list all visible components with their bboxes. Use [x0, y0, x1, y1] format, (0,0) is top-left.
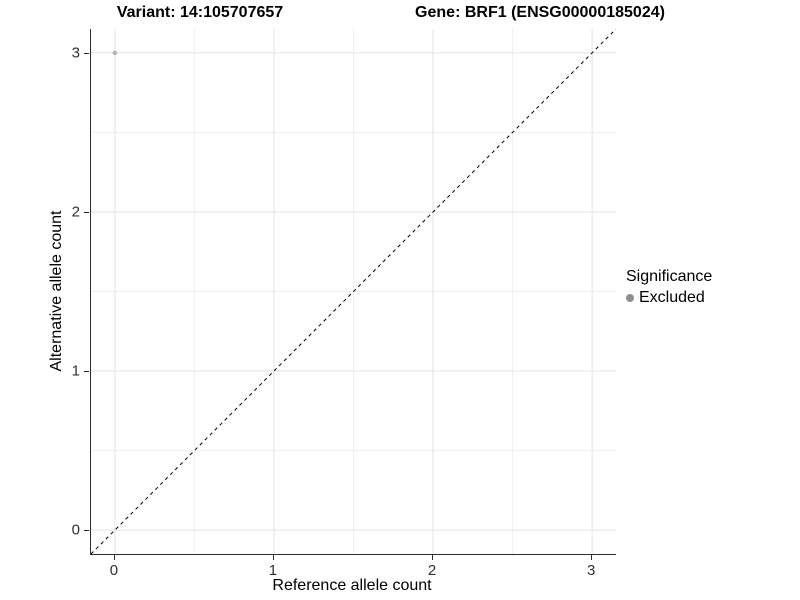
- legend-title: Significance: [626, 268, 713, 285]
- plot-title-variant: Variant: 14:105707657: [116, 4, 284, 21]
- legend-item-label: Excluded: [639, 289, 705, 306]
- y-axis-label: Alternative allele count: [48, 210, 65, 372]
- data-point: [112, 50, 118, 56]
- x-tick-label: 0: [109, 562, 119, 579]
- x-tick-label: 1: [268, 562, 278, 579]
- plot-canvas: [91, 29, 616, 554]
- y-tick-label: 0: [71, 521, 80, 539]
- y-tick-mark: [84, 52, 89, 54]
- x-tick-mark: [591, 555, 593, 560]
- y-tick-label: 3: [71, 44, 80, 62]
- x-tick-mark: [113, 555, 115, 560]
- x-tick-mark: [432, 555, 434, 560]
- legend: Significance Excluded: [626, 268, 712, 307]
- y-tick-mark: [84, 211, 89, 213]
- y-tick-label: 2: [71, 203, 80, 221]
- x-tick-mark: [272, 555, 274, 560]
- x-tick-label: 3: [586, 562, 596, 579]
- identity-reference-line: [91, 29, 616, 554]
- plot-panel: [90, 29, 616, 555]
- legend-item-excluded: Excluded: [626, 289, 712, 307]
- legend-marker-circle-icon: [626, 294, 634, 302]
- y-tick-label: 1: [71, 362, 80, 380]
- y-tick-mark: [84, 371, 89, 373]
- x-tick-label: 2: [427, 562, 437, 579]
- x-axis-label: Reference allele count: [272, 577, 432, 594]
- y-tick-mark: [84, 530, 89, 532]
- plot-title-gene: Gene: BRF1 (ENSG00000185024): [415, 4, 665, 21]
